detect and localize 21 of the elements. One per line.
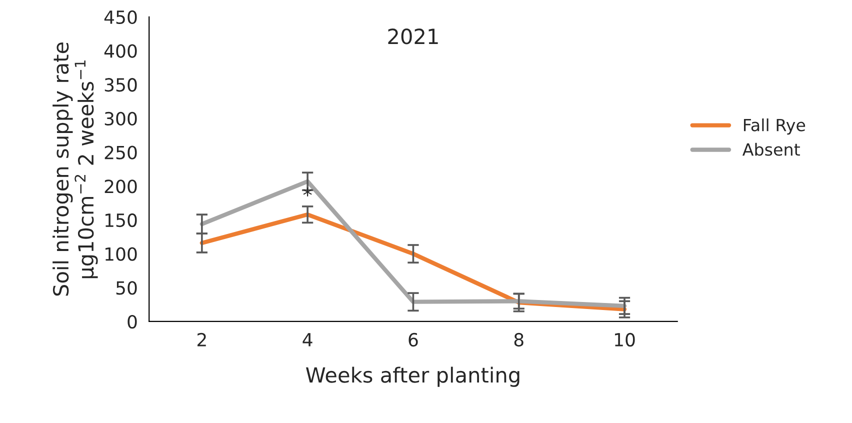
y-tick-label: 100 bbox=[106, 247, 137, 261]
legend-label: Absent bbox=[742, 142, 800, 156]
y-tick-label: 200 bbox=[104, 180, 137, 194]
x-tick-label: 10 bbox=[615, 332, 635, 347]
y-tick-label: 350 bbox=[104, 78, 137, 92]
y-tick-label: 400 bbox=[104, 44, 137, 58]
legend-label: Fall Rye bbox=[744, 118, 806, 135]
y-tick-label: 450 bbox=[104, 10, 137, 24]
line-series bbox=[200, 179, 627, 308]
x-tick-label: 6 bbox=[408, 332, 418, 347]
chart-title: 2021 bbox=[388, 28, 438, 44]
y-axis-title: Soil nitrogen supply rate µg10cm$^{−2}$ 2 weeks$^{−1}$ bbox=[52, 42, 98, 296]
x-axis-title: Weeks after planting bbox=[306, 366, 520, 387]
x-tick-label: 2 bbox=[198, 332, 206, 346]
y-tick-label: 250 bbox=[104, 146, 137, 160]
y-tick-label: 150 bbox=[106, 213, 137, 228]
y-tick-label: 0 bbox=[128, 314, 137, 329]
x-tick-label: 8 bbox=[514, 332, 524, 347]
y-tick-label: 50 bbox=[116, 281, 137, 295]
y-tick-label: 300 bbox=[104, 112, 137, 126]
x-tick-label: 4 bbox=[302, 333, 312, 346]
